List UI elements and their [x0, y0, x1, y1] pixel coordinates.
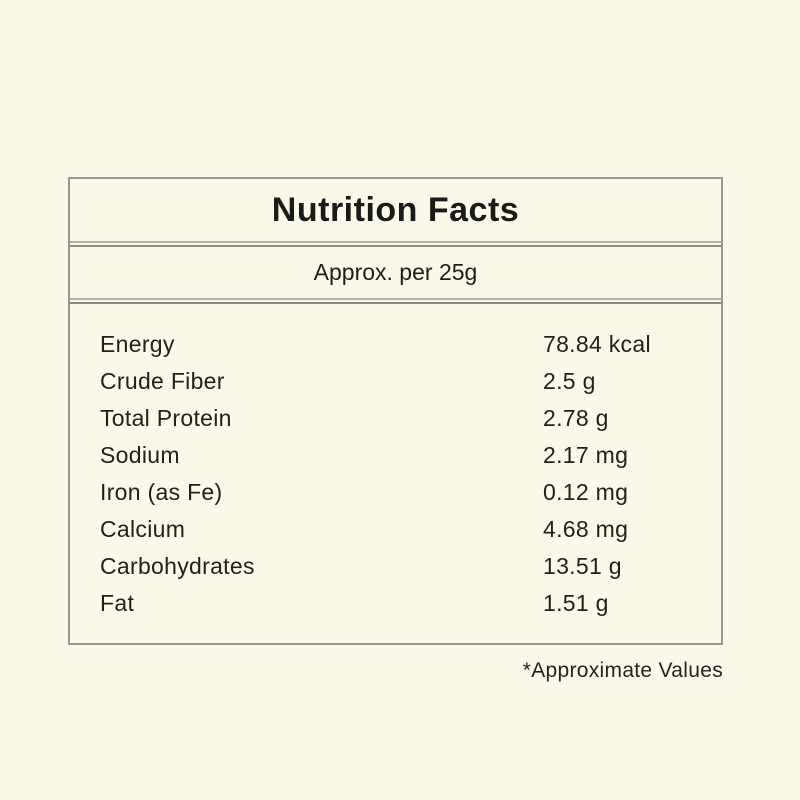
nutrient-name: Total Protein [100, 405, 232, 431]
nutrient-row: Fat 1.51 g [100, 585, 701, 622]
serving-section: Approx. per 25g [70, 247, 721, 298]
nutrient-row: Energy 78.84 kcal [100, 326, 701, 363]
nutrient-row: Iron (as Fe) 0.12 mg [100, 474, 701, 511]
nutrient-table: Energy 78.84 kcal Crude Fiber 2.5 g Tota… [70, 304, 721, 643]
nutrient-value: 0.12 mg [543, 479, 629, 505]
divider-top [70, 241, 721, 247]
nutrient-name: Calcium [100, 516, 186, 542]
nutrient-row: Carbohydrates 13.51 g [100, 548, 701, 585]
panel-title: Nutrition Facts [271, 190, 520, 229]
serving-size-text: Approx. per 25g [313, 259, 478, 285]
nutrient-value: 4.68 mg [543, 516, 629, 542]
nutrient-name: Crude Fiber [100, 368, 225, 394]
panel-title-section: Nutrition Facts [70, 179, 721, 241]
nutrient-name: Carbohydrates [100, 553, 255, 579]
nutrient-name: Sodium [100, 442, 180, 468]
nutrition-facts-panel: Nutrition Facts Approx. per 25g Energy 7… [68, 177, 723, 645]
nutrient-name: Fat [100, 590, 135, 616]
nutrient-name: Energy [100, 331, 175, 357]
nutrient-row: Calcium 4.68 mg [100, 511, 701, 548]
nutrient-value: 2.17 mg [543, 442, 629, 468]
nutrient-row: Total Protein 2.78 g [100, 400, 701, 437]
divider-bottom [70, 298, 721, 304]
nutrient-value: 2.78 g [543, 405, 609, 431]
nutrient-value: 1.51 g [543, 590, 609, 616]
approximate-values-footnote: *Approximate Values [522, 659, 723, 682]
nutrient-value: 13.51 g [543, 553, 622, 579]
nutrient-row: Crude Fiber 2.5 g [100, 363, 701, 400]
nutrient-row: Sodium 2.17 mg [100, 437, 701, 474]
nutrient-name: Iron (as Fe) [100, 479, 223, 505]
nutrient-value: 2.5 g [543, 368, 596, 394]
nutrient-value: 78.84 kcal [543, 331, 651, 357]
